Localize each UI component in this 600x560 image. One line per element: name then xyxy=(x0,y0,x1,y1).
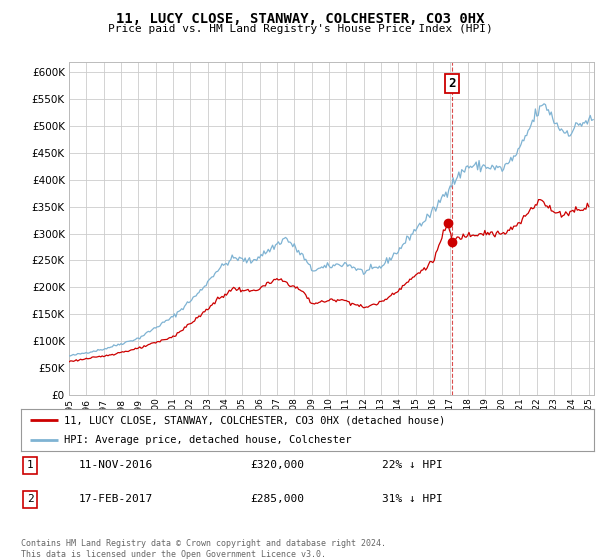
Text: HPI: Average price, detached house, Colchester: HPI: Average price, detached house, Colc… xyxy=(64,435,352,445)
Text: 17-FEB-2017: 17-FEB-2017 xyxy=(79,494,152,505)
Text: 31% ↓ HPI: 31% ↓ HPI xyxy=(382,494,443,505)
Text: £320,000: £320,000 xyxy=(250,460,304,470)
Text: 11-NOV-2016: 11-NOV-2016 xyxy=(79,460,152,470)
Text: £285,000: £285,000 xyxy=(250,494,304,505)
Text: 2: 2 xyxy=(27,494,34,505)
Text: 22% ↓ HPI: 22% ↓ HPI xyxy=(382,460,443,470)
Text: Contains HM Land Registry data © Crown copyright and database right 2024.
This d: Contains HM Land Registry data © Crown c… xyxy=(21,539,386,559)
Text: 11, LUCY CLOSE, STANWAY, COLCHESTER, CO3 0HX (detached house): 11, LUCY CLOSE, STANWAY, COLCHESTER, CO3… xyxy=(64,415,445,425)
Text: 1: 1 xyxy=(27,460,34,470)
Text: Price paid vs. HM Land Registry's House Price Index (HPI): Price paid vs. HM Land Registry's House … xyxy=(107,24,493,34)
Text: 2: 2 xyxy=(449,77,456,90)
Text: 11, LUCY CLOSE, STANWAY, COLCHESTER, CO3 0HX: 11, LUCY CLOSE, STANWAY, COLCHESTER, CO3… xyxy=(116,12,484,26)
